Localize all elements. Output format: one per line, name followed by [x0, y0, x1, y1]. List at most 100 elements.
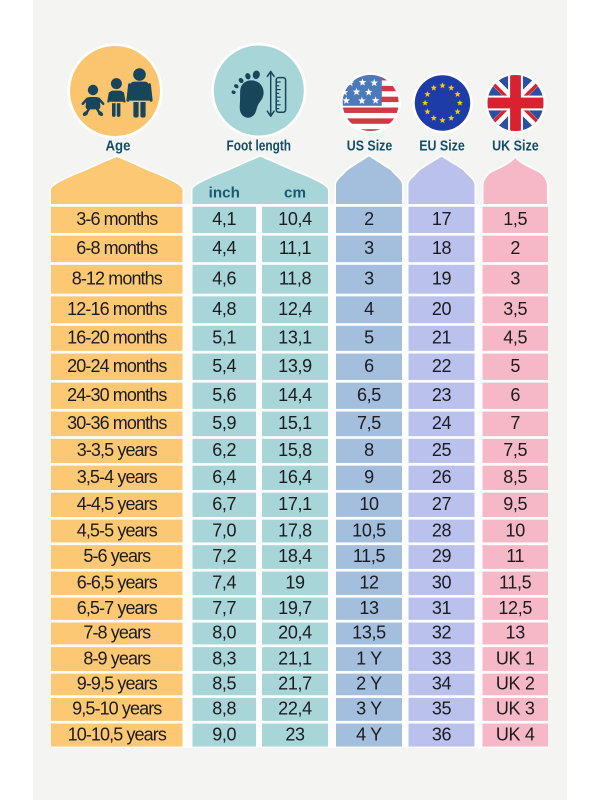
svg-text:6,7: 6,7 [212, 494, 236, 514]
svg-text:inch: inch [209, 185, 240, 202]
svg-text:3-6 months: 3-6 months [76, 209, 158, 229]
svg-text:10,5: 10,5 [352, 520, 386, 540]
svg-text:6,4: 6,4 [212, 467, 236, 487]
svg-text:4 Y: 4 Y [356, 724, 382, 744]
svg-text:3,5: 3,5 [503, 299, 527, 319]
svg-text:24-30 months: 24-30 months [67, 385, 167, 405]
svg-text:Foot length: Foot length [227, 139, 292, 155]
svg-text:7,5: 7,5 [357, 413, 381, 433]
svg-text:20,4: 20,4 [278, 623, 312, 643]
svg-text:2 Y: 2 Y [356, 674, 382, 694]
svg-text:3 Y: 3 Y [356, 699, 382, 719]
svg-text:11: 11 [506, 546, 524, 566]
svg-text:15,1: 15,1 [278, 413, 312, 433]
svg-text:4: 4 [364, 299, 374, 319]
svg-text:1 Y: 1 Y [356, 648, 382, 668]
svg-text:4,1: 4,1 [212, 209, 236, 229]
svg-text:34: 34 [432, 674, 452, 694]
svg-text:26: 26 [432, 467, 452, 487]
svg-text:6,5: 6,5 [357, 385, 381, 405]
svg-text:7,7: 7,7 [212, 598, 236, 618]
svg-text:8-12 months: 8-12 months [72, 268, 163, 288]
svg-text:8,5: 8,5 [212, 674, 236, 694]
svg-text:13,5: 13,5 [352, 623, 386, 643]
svg-text:22: 22 [432, 356, 452, 376]
svg-text:12,5: 12,5 [498, 598, 532, 618]
svg-text:25: 25 [432, 440, 452, 460]
svg-text:4,8: 4,8 [212, 299, 236, 319]
svg-text:4-4,5 years: 4-4,5 years [77, 494, 158, 514]
svg-text:5-6 years: 5-6 years [83, 546, 151, 566]
svg-text:14,4: 14,4 [278, 385, 312, 405]
svg-text:3: 3 [510, 268, 520, 288]
svg-text:4,6: 4,6 [212, 268, 236, 288]
svg-text:6,2: 6,2 [212, 440, 236, 460]
svg-text:8,0: 8,0 [212, 623, 236, 643]
svg-text:US Size: US Size [347, 139, 393, 155]
svg-text:8,3: 8,3 [212, 648, 236, 668]
svg-text:20-24 months: 20-24 months [67, 356, 167, 376]
svg-text:6: 6 [364, 356, 374, 376]
svg-text:33: 33 [432, 648, 452, 668]
svg-text:13: 13 [506, 623, 526, 643]
svg-text:UK 3: UK 3 [496, 699, 535, 719]
svg-text:19: 19 [432, 268, 452, 288]
svg-text:10-10,5 years: 10-10,5 years [68, 724, 167, 744]
svg-text:20: 20 [432, 299, 452, 319]
svg-text:22,4: 22,4 [278, 699, 312, 719]
svg-text:Age: Age [106, 139, 131, 155]
svg-text:27: 27 [432, 494, 452, 514]
svg-text:cm: cm [284, 185, 306, 202]
svg-text:2: 2 [364, 209, 374, 229]
svg-text:23: 23 [285, 724, 305, 744]
svg-text:36: 36 [432, 724, 452, 744]
svg-text:9,0: 9,0 [212, 724, 236, 744]
svg-text:7,4: 7,4 [212, 572, 236, 592]
svg-text:4,5-5 years: 4,5-5 years [77, 520, 158, 540]
svg-text:EU Size: EU Size [419, 139, 465, 155]
svg-text:6: 6 [510, 385, 520, 405]
svg-text:5,4: 5,4 [212, 356, 236, 376]
svg-text:1,5: 1,5 [503, 209, 527, 229]
svg-text:12,4: 12,4 [278, 299, 312, 319]
svg-text:16-20 months: 16-20 months [67, 328, 167, 348]
svg-text:7: 7 [510, 413, 520, 433]
svg-text:35: 35 [432, 699, 452, 719]
svg-text:4,5: 4,5 [503, 328, 527, 348]
svg-text:8-9 years: 8-9 years [83, 648, 151, 668]
svg-text:21: 21 [432, 328, 452, 348]
svg-text:6-8 months: 6-8 months [76, 238, 158, 258]
svg-text:7,5: 7,5 [503, 440, 527, 460]
svg-text:31: 31 [432, 598, 452, 618]
svg-text:17,8: 17,8 [278, 520, 312, 540]
svg-text:13,1: 13,1 [278, 328, 312, 348]
svg-text:10: 10 [506, 520, 526, 540]
svg-text:3: 3 [364, 238, 374, 258]
svg-text:5: 5 [510, 356, 520, 376]
svg-text:8: 8 [364, 440, 374, 460]
svg-text:7,0: 7,0 [212, 520, 236, 540]
svg-text:5,9: 5,9 [212, 413, 236, 433]
svg-text:10: 10 [359, 494, 379, 514]
svg-text:9-9,5 years: 9-9,5 years [77, 674, 158, 694]
svg-text:13: 13 [359, 598, 379, 618]
svg-text:9,5-10 years: 9,5-10 years [72, 699, 162, 719]
svg-text:10,4: 10,4 [278, 209, 312, 229]
svg-text:6,5-7 years: 6,5-7 years [77, 598, 158, 618]
svg-text:5,1: 5,1 [212, 328, 236, 348]
svg-text:11,5: 11,5 [353, 546, 386, 566]
svg-text:13,9: 13,9 [278, 356, 312, 376]
svg-text:30-36 months: 30-36 months [67, 413, 167, 433]
svg-text:8,5: 8,5 [503, 467, 527, 487]
svg-text:11,1: 11,1 [279, 238, 312, 258]
svg-text:11,5: 11,5 [499, 572, 532, 592]
svg-text:UK 1: UK 1 [496, 648, 535, 668]
svg-text:12-16 months: 12-16 months [67, 299, 167, 319]
svg-text:19: 19 [285, 572, 305, 592]
svg-text:9: 9 [364, 467, 374, 487]
svg-text:21,1: 21,1 [278, 648, 312, 668]
svg-text:17,1: 17,1 [278, 494, 312, 514]
svg-text:UK 2: UK 2 [496, 674, 535, 694]
svg-text:3,5-4 years: 3,5-4 years [77, 467, 158, 487]
svg-text:2: 2 [510, 238, 520, 258]
